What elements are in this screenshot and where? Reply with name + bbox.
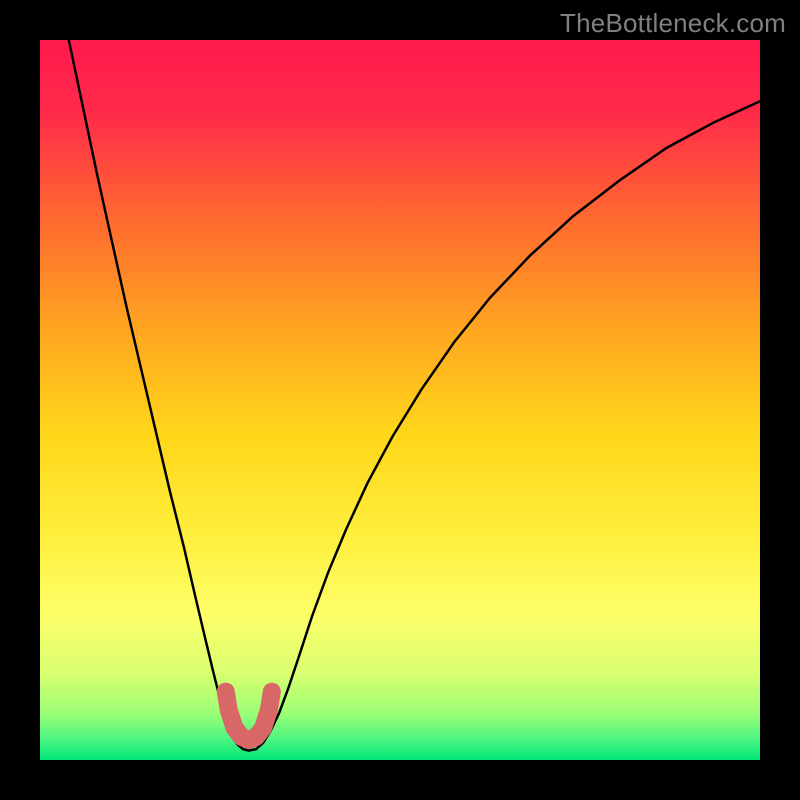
plot-svg	[40, 40, 760, 760]
chart-canvas: TheBottleneck.com	[0, 0, 800, 800]
plot-area	[40, 40, 760, 760]
watermark-text: TheBottleneck.com	[560, 8, 786, 39]
